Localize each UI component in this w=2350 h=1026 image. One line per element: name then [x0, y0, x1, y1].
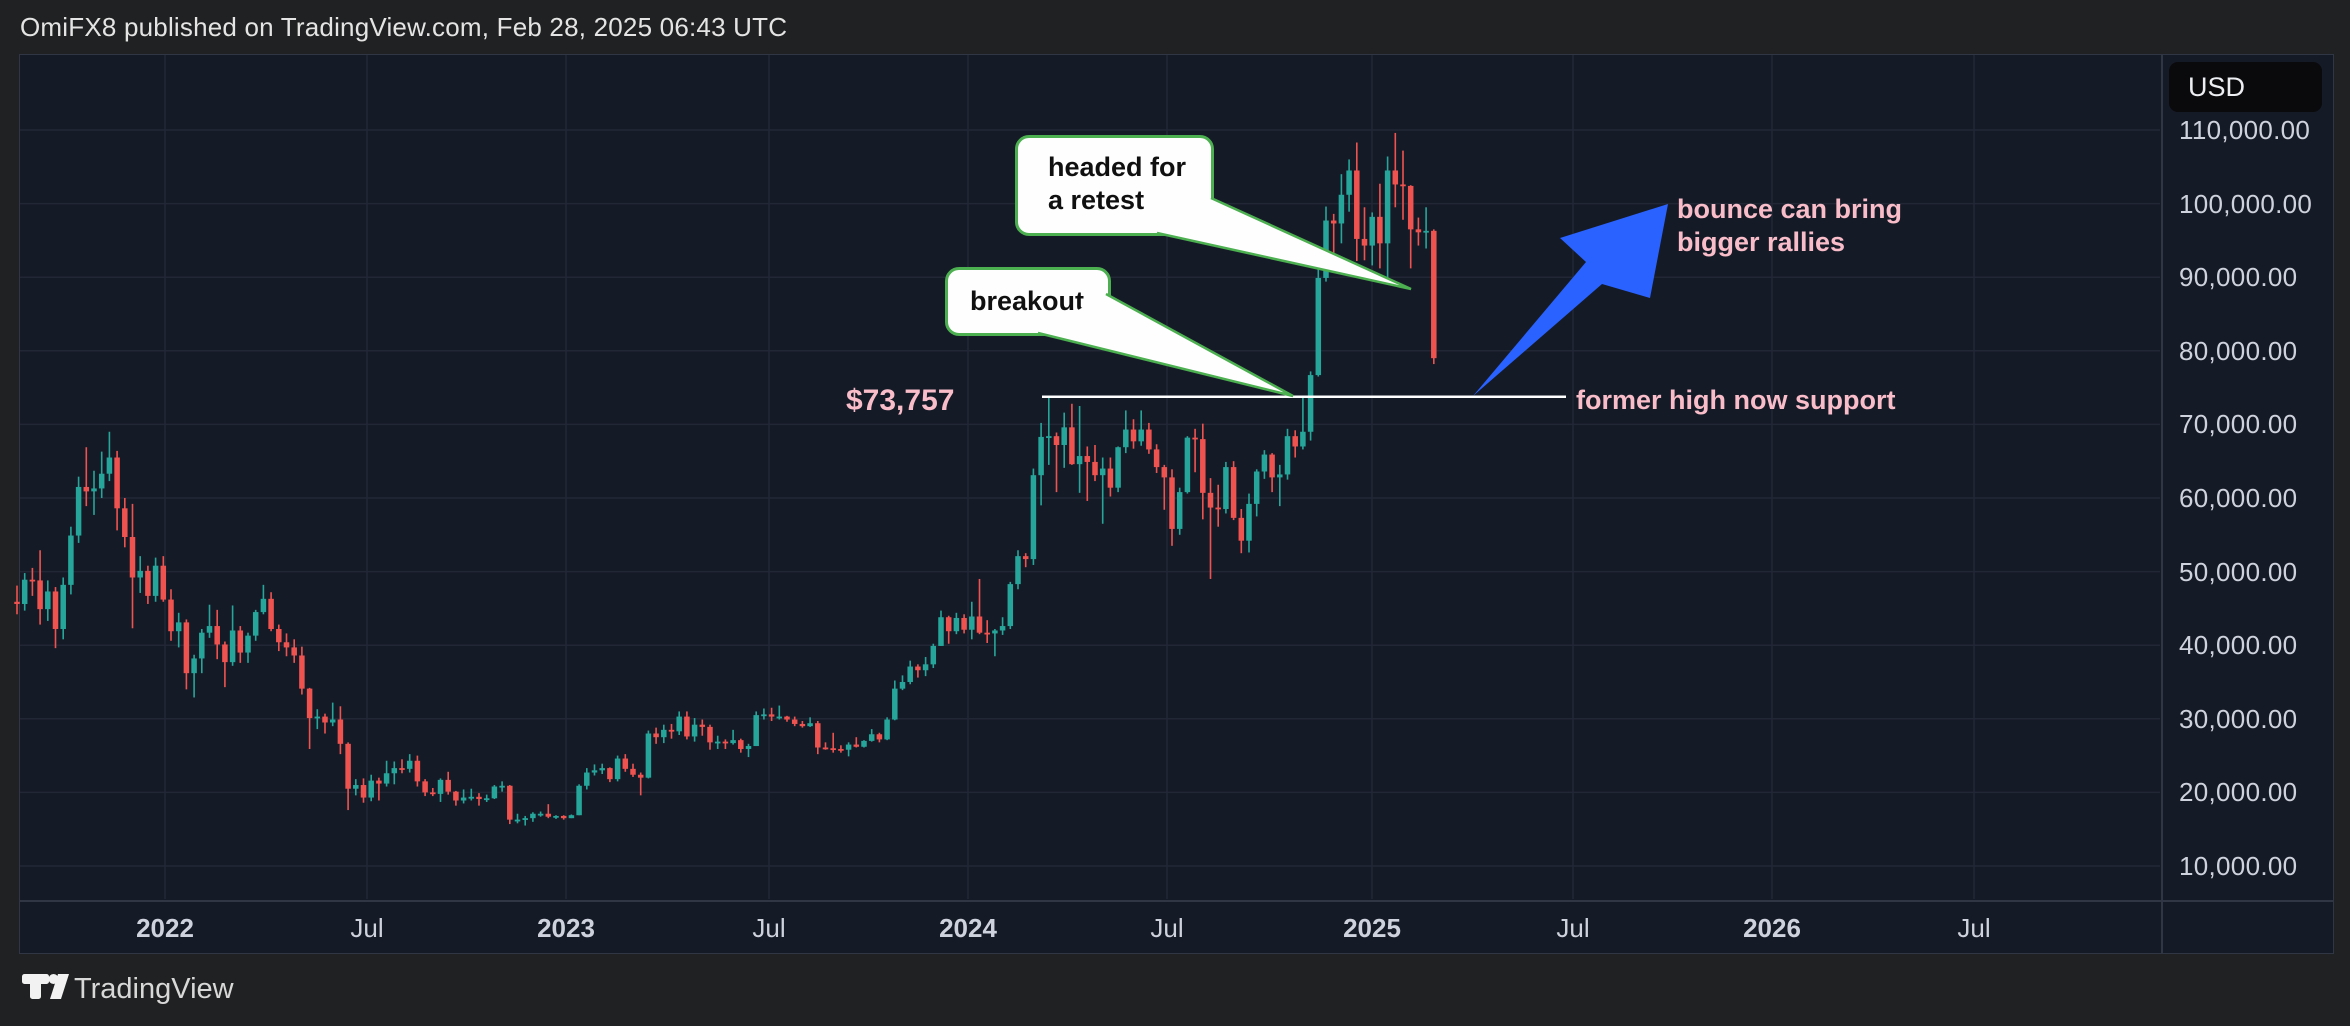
- price-tick-label: 60,000.00: [2179, 483, 2298, 513]
- callout-headed-for-retest[interactable]: headed for a retest: [1015, 135, 1214, 236]
- time-tick-label: Jul: [752, 913, 786, 943]
- price-tick-label: 70,000.00: [2179, 409, 2298, 440]
- price-tick-label: 10,000.00: [2179, 851, 2298, 881]
- time-tick-label: Jul: [1556, 913, 1590, 943]
- time-axis-separator: [19, 900, 2334, 902]
- time-tick-label: 2024: [939, 913, 997, 943]
- support-note-text[interactable]: former high now support: [1576, 385, 1896, 415]
- price-tick-label: 100,000.00: [2179, 188, 2313, 219]
- price-tick-label: 30,000.00: [2179, 703, 2298, 734]
- price-tick-label: 90,000.00: [2179, 262, 2298, 293]
- price-flag-73757[interactable]: $73,757: [846, 384, 955, 417]
- time-tick-label: Jul: [350, 913, 384, 943]
- callout-breakout[interactable]: breakout: [945, 267, 1111, 336]
- price-tick-label: 110,000.00: [2179, 115, 2311, 145]
- time-tick-label: 2023: [537, 913, 595, 943]
- price-tick-label: 80,000.00: [2179, 335, 2298, 366]
- bounce-note-text[interactable]: bounce can bring bigger rallies: [1677, 194, 1903, 257]
- price-tick-label: 50,000.00: [2179, 556, 2298, 587]
- price-axis-separator: [2161, 54, 2163, 954]
- time-tick-label: Jul: [1957, 913, 1991, 943]
- time-tick-label: Jul: [1150, 913, 1184, 943]
- time-tick-label: 2022: [136, 913, 194, 943]
- price-tick-label: 20,000.00: [2179, 777, 2298, 808]
- time-tick-label: 2026: [1743, 913, 1801, 943]
- tradingview-logo-icon: [22, 974, 69, 999]
- publish-attribution: OmiFX8 published on TradingView.com, Feb…: [20, 12, 788, 42]
- tradingview-brand-text: TradingView: [74, 973, 234, 1005]
- time-tick-label: 2025: [1343, 913, 1401, 943]
- currency-usd-button[interactable]: USD: [2169, 62, 2322, 112]
- price-tick-label: 40,000.00: [2179, 630, 2298, 661]
